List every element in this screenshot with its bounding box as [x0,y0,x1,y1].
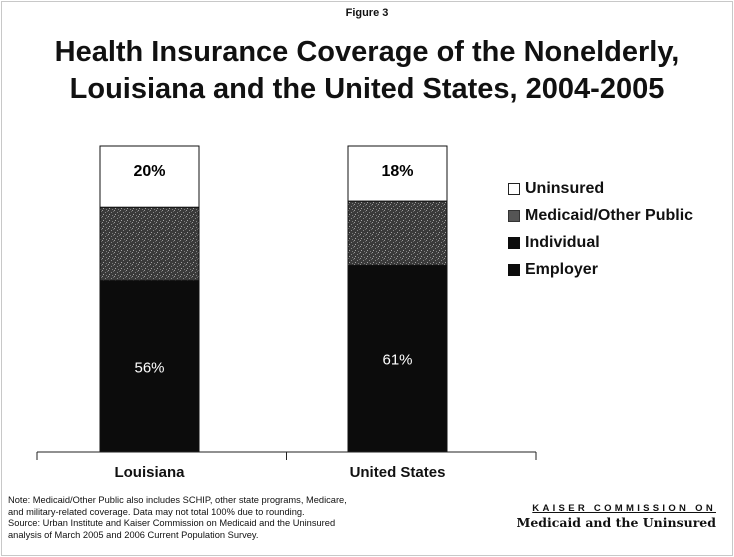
chart-title: Health Insurance Coverage of the Nonelde… [0,34,734,108]
segment-united-states-medicaid-other-public [347,200,448,266]
legend-label-individual: Individual [525,233,600,251]
footnote-line-4: analysis of March 2005 and 2006 Current … [8,529,259,540]
data-label-united-states-employer: 61% [382,352,412,369]
footnote-line-3: Source: Urban Institute and Kaiser Commi… [8,518,336,528]
kaiser-branding: KAISER COMMISSION ON Medicaid and the Un… [494,503,716,530]
legend-item-uninsured: Uninsured [508,175,693,202]
branding-line-2: Medicaid and the Uninsured [516,515,716,530]
title-line-2: Louisiana and the United States, 2004-20… [69,73,665,105]
legend-label-employer: Employer [525,260,598,278]
footnote: Note: Medicaid/Other Public also include… [8,495,448,541]
footnote-line-2: and military-related coverage. Data may … [8,506,305,517]
legend-swatch-uninsured [508,182,520,195]
bar-united-states: 61% 18% [347,145,448,453]
segment-united-states-uninsured [347,145,448,202]
legend-swatch-individual [508,236,520,249]
chart-legend: Uninsured Medicaid/Other Public Individu… [508,175,693,283]
data-label-louisiana-employer: 56% [134,359,164,376]
x-tick-label-louisiana: Louisiana [114,464,185,481]
segment-louisiana-medicaid-other-public [99,206,200,282]
segment-louisiana-employer [99,280,200,453]
legend-item-employer: Employer [508,256,693,283]
segment-louisiana-uninsured [99,145,200,208]
figure-label: Figure 3 [345,7,389,19]
legend-swatch-employer [508,263,520,276]
legend-label-medicaid: Medicaid/Other Public [525,206,694,224]
legend-swatch-medicaid [508,209,520,222]
legend-item-medicaid: Medicaid/Other Public [508,202,693,229]
segment-united-states-employer [347,264,448,453]
branding-line-1: KAISER COMMISSION ON [532,503,716,514]
data-label-united-states-uninsured: 18% [381,163,413,180]
footnote-line-1: Note: Medicaid/Other Public also include… [8,495,347,505]
legend-item-individual: Individual [508,229,693,256]
title-line-1: Health Insurance Coverage of the Nonelde… [54,36,680,68]
x-tick-label-united-states: United States [350,464,446,481]
bar-louisiana: 56% 20% [99,145,200,453]
legend-label-uninsured: Uninsured [525,179,605,197]
data-label-louisiana-uninsured: 20% [133,163,165,180]
